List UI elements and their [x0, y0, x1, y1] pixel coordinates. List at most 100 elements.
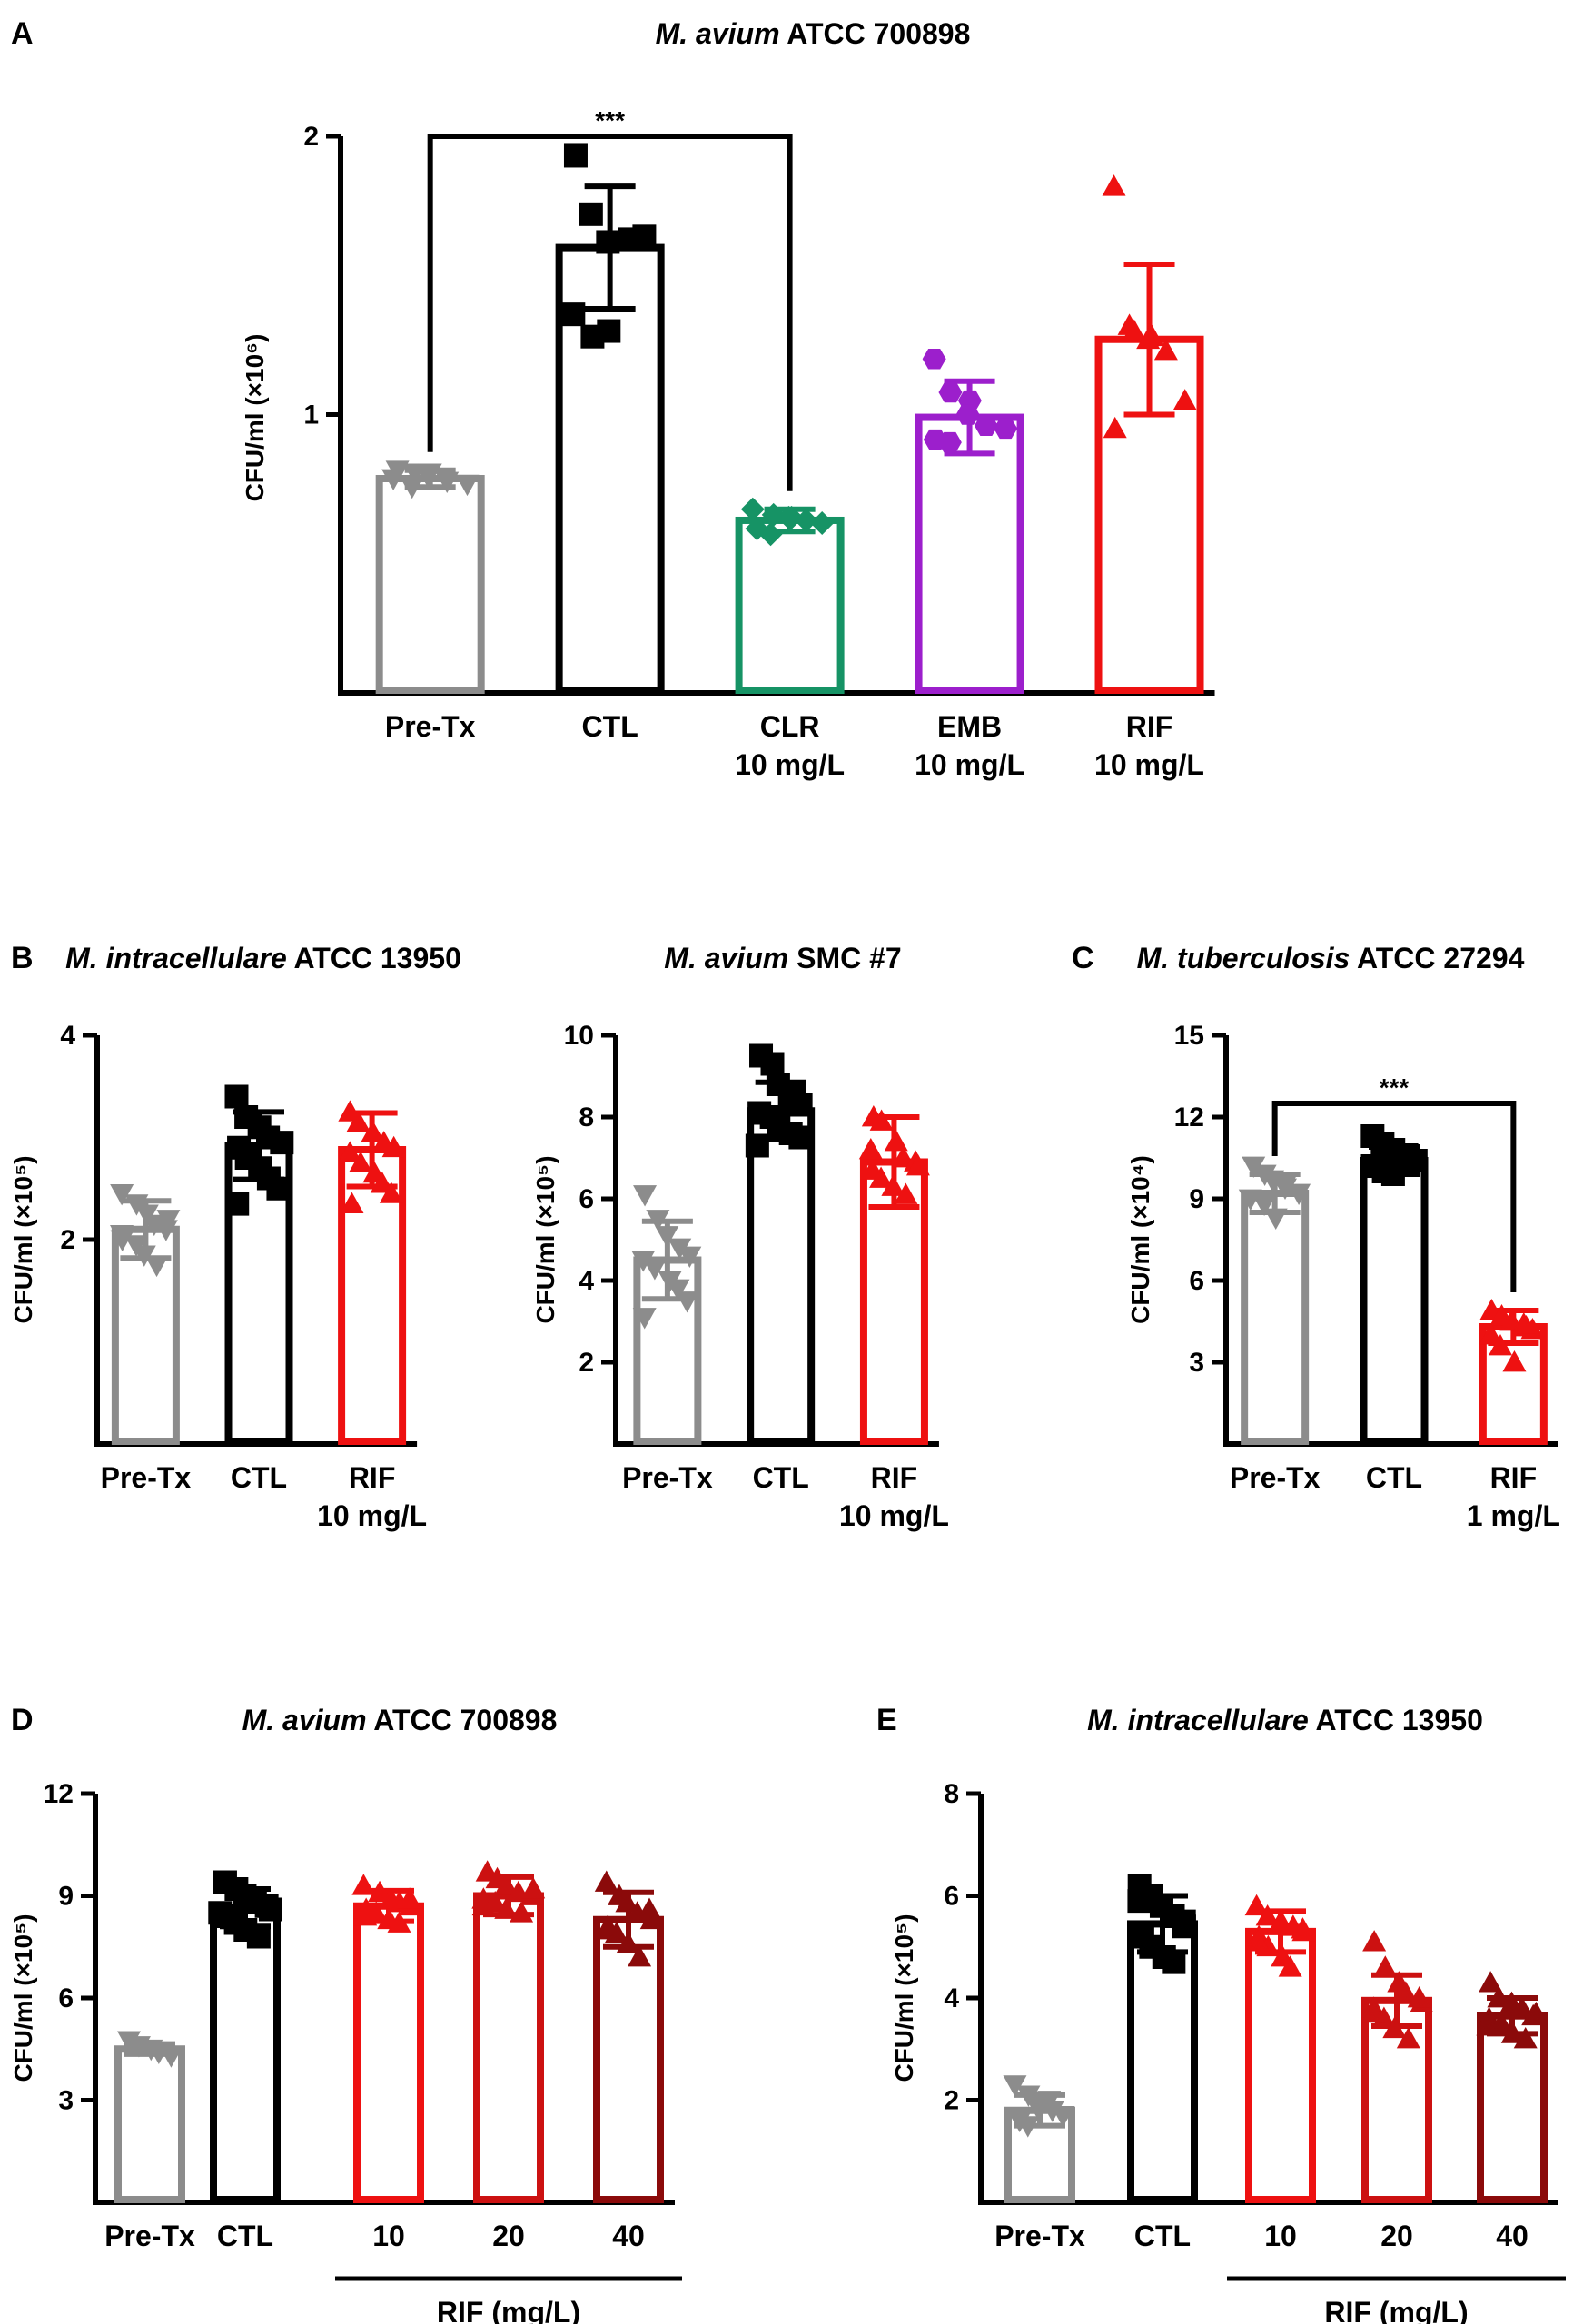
- x-tick-label: RIF: [871, 1461, 918, 1494]
- bar: [1241, 1190, 1310, 1445]
- data-point: [905, 1154, 930, 1176]
- data-point: [1238, 1189, 1262, 1211]
- data-point: [615, 1891, 639, 1913]
- panel-label: E: [876, 1703, 897, 1737]
- data-point: [1407, 1986, 1431, 2008]
- data-point: [381, 1135, 406, 1158]
- x-tick-label: RIF: [1490, 1461, 1538, 1494]
- chart-title: M. avium ATCC 700898: [242, 1704, 558, 1736]
- data-point: [418, 463, 442, 485]
- y-tick-label: 3: [58, 2086, 74, 2116]
- chart-title-strain: ATCC 13950: [287, 942, 461, 974]
- data-point: [884, 1130, 908, 1152]
- data-point: [858, 1138, 883, 1160]
- data-point: [381, 469, 406, 490]
- data-point: [788, 1125, 813, 1150]
- chart-title-strain: ATCC 13950: [1309, 1704, 1483, 1736]
- y-tick-label: 12: [44, 1779, 74, 1809]
- x-tick-label: CTL: [231, 1461, 287, 1494]
- data-point: [869, 1166, 894, 1188]
- data-point: [494, 1897, 519, 1919]
- y-axis-label: CFU/ml (×10⁵): [9, 1155, 37, 1323]
- data-point: [494, 1874, 519, 1895]
- group-label: RIF (mg/L): [437, 2296, 580, 2324]
- significance-label: ***: [595, 106, 625, 134]
- significance-bracket: [427, 134, 793, 491]
- chart-title-species: M. avium: [664, 942, 788, 974]
- data-point: [922, 348, 946, 370]
- data-point: [758, 522, 783, 547]
- data-point: [579, 202, 603, 226]
- data-point: [455, 474, 480, 497]
- panel-d: D M. avium ATCC 700898 CFU/ml (×10⁵) 3 6 9 12 P…: [9, 1703, 682, 2324]
- chart-title-species: M. avium: [656, 17, 780, 50]
- data-point: [1476, 2013, 1500, 2036]
- bar: [747, 1107, 816, 1445]
- data-point: [1153, 339, 1178, 361]
- panel-b2: M. avium SMC #7 CFU/ml (×10⁵) 2 4 6 8 10 Pre-Tx…: [531, 942, 949, 1532]
- x-tick-label: 10 mg/L: [317, 1499, 427, 1532]
- data-point: [1037, 2091, 1062, 2112]
- data-point: [153, 1220, 178, 1241]
- data-point: [869, 1109, 894, 1131]
- y-tick-label: 4: [60, 1021, 75, 1051]
- data-point: [254, 1894, 279, 1918]
- bar: [593, 1915, 664, 2203]
- data-point: [881, 1174, 905, 1196]
- x-tick-label: CTL: [753, 1461, 809, 1494]
- y-tick-label: 3: [1189, 1348, 1204, 1378]
- chart-title: M. avium ATCC 700898: [656, 17, 971, 50]
- data-point: [974, 415, 998, 437]
- y-tick-label: 8: [579, 1103, 594, 1132]
- data-point: [1393, 1981, 1418, 2003]
- data-point: [1489, 1334, 1513, 1356]
- data-point: [1269, 1909, 1293, 1932]
- x-tick-label: 20: [1380, 2220, 1413, 2252]
- x-tick-label: 10: [1264, 2220, 1297, 2252]
- data-point: [1487, 1986, 1511, 2008]
- data-point: [678, 1246, 702, 1268]
- data-point: [1127, 1889, 1152, 1914]
- data-point: [110, 1183, 134, 1206]
- x-tick-label: CTL: [217, 2220, 273, 2252]
- x-tick-label: 20: [492, 2220, 525, 2252]
- chart-title: M. intracellulare ATCC 13950: [65, 942, 461, 974]
- data-point: [246, 1924, 271, 1949]
- data-point: [1392, 1146, 1417, 1170]
- x-tick-label: CTL: [582, 710, 638, 743]
- chart-title: M. tuberculosis ATCC 27294: [1137, 942, 1525, 974]
- data-point: [1122, 319, 1146, 341]
- data-point: [666, 1279, 690, 1300]
- data-point: [760, 1052, 785, 1076]
- bar: [1360, 1157, 1429, 1445]
- panel-label: A: [11, 16, 34, 51]
- data-point: [655, 1226, 679, 1248]
- data-point: [646, 1210, 670, 1231]
- x-tick-label: 10 mg/L: [1094, 748, 1204, 781]
- x-tick-label: 10: [372, 2220, 405, 2252]
- data-point: [675, 1291, 699, 1313]
- data-point: [938, 381, 963, 403]
- panel-c: C M. tuberculosis ATCC 27294 CFU/ml (×10⁴)…: [1072, 941, 1560, 1532]
- y-tick-label: 9: [1189, 1184, 1204, 1214]
- data-point: [224, 1084, 249, 1109]
- data-point: [1025, 2098, 1050, 2120]
- data-point: [1513, 2027, 1538, 2049]
- data-point: [740, 497, 765, 521]
- data-point: [349, 1151, 373, 1173]
- x-tick-label: CTL: [1134, 2220, 1191, 2252]
- chart-title: M. avium SMC #7: [664, 942, 901, 974]
- data-point: [1246, 1930, 1271, 1952]
- data-point: [1242, 1156, 1266, 1178]
- data-point: [370, 1172, 394, 1193]
- chart-title: M. intracellulare ATCC 13950: [1087, 1704, 1483, 1736]
- data-point: [110, 1230, 134, 1251]
- data-point: [1260, 1170, 1284, 1192]
- y-tick-label: 2: [944, 2086, 959, 2116]
- y-tick-label: 4: [944, 1983, 959, 2013]
- data-point: [1003, 2075, 1027, 2097]
- y-tick-label: 6: [1189, 1266, 1204, 1296]
- data-point: [1136, 327, 1161, 350]
- data-point: [894, 1182, 918, 1204]
- chart-title-species: M. intracellulare: [65, 942, 287, 974]
